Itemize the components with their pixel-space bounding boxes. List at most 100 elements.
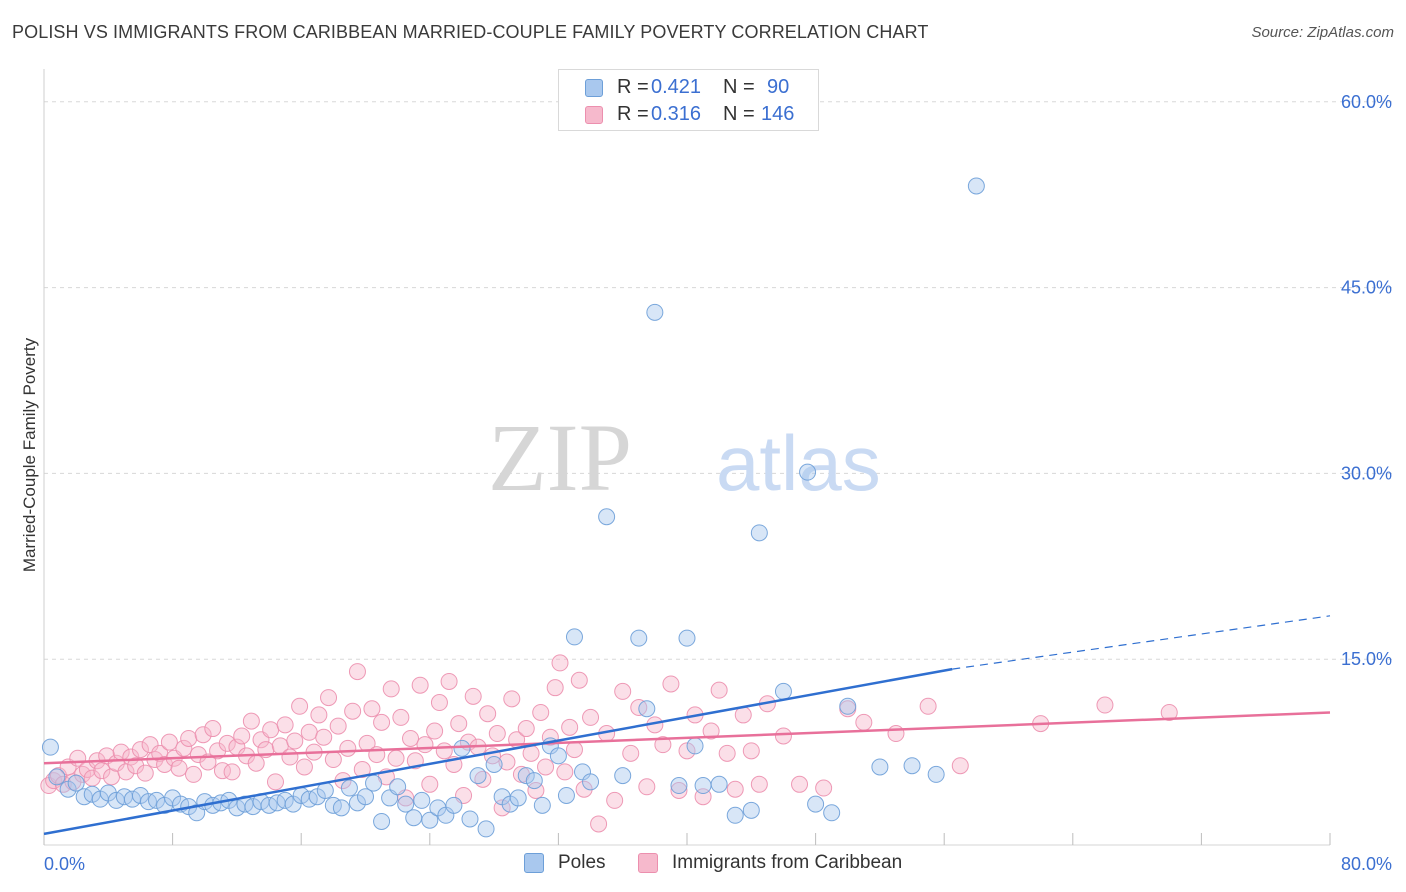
caribbean-point [450,715,468,733]
poles-point [525,772,543,790]
caribbean-point [430,694,448,712]
caribbean-point [387,749,405,767]
caribbean-point [136,764,154,782]
watermark-zip: ZIP [488,404,632,511]
poles-point [453,739,471,757]
caribbean-point [464,687,482,705]
correlation-legend: R = 0.421 N = 90 R = 0.316 N = 146 [558,69,819,131]
caribbean-point [262,721,280,739]
caribbean-point [670,781,688,799]
poles-points [41,177,985,838]
poles-point [686,737,704,755]
caribbean-point [710,681,728,699]
series-legend: Poles Immigrants from Caribbean [0,851,1406,879]
poles-point [549,747,567,765]
poles-point [389,778,407,796]
caribbean-point [426,722,444,740]
caribbean-point [440,672,458,690]
caribbean-point [204,720,222,738]
caribbean-point [855,713,873,731]
caribbean-point [556,763,574,781]
caribbean-point [702,722,720,740]
caribbean-point [170,759,188,777]
poles-point [726,806,744,824]
caribbean-point [373,713,391,731]
trend-lines [43,615,1331,836]
caribbean-point [887,725,905,743]
caribbean-point [218,734,236,752]
poles-point [839,697,857,715]
poles-point [614,767,632,785]
caribbean-point [606,791,624,809]
poles-point [469,767,487,785]
caribbean-point [750,775,768,793]
r-value: 0.316 [651,103,702,125]
caribbean-point [479,705,497,723]
caribbean-point [622,744,640,762]
y-tick-label: 45.0% [1341,278,1392,298]
watermark: ZIP atlas [488,404,881,511]
caribbean-point [339,739,357,757]
r-label: R = [617,103,649,125]
poles-point [477,820,495,838]
caribbean-point [678,742,696,760]
caribbean-point [131,741,149,759]
tick-labels: 15.0% 30.0% 45.0% 60.0% 0.0% 80.0% [44,92,1392,874]
caribbean-point [411,676,429,694]
caribbean-point [300,723,318,741]
poles-point [927,765,945,783]
n-label: N = [723,76,755,98]
caribbean-point [662,675,680,693]
poles-point [903,757,921,775]
n-label: N = [723,103,755,125]
poles-trend-extension [952,615,1331,670]
caribbean-point [184,765,202,783]
poles-point [967,177,985,195]
caribbean-point [791,775,809,793]
poles-point [823,804,841,822]
poles-point [557,786,575,804]
chart-title: POLISH VS IMMIGRANTS FROM CARIBBEAN MARR… [12,22,929,42]
caribbean-point [156,755,174,773]
caribbean-point [919,697,937,715]
caribbean-point [565,741,583,759]
poles-point [67,774,85,792]
watermark-atlas: atlas [716,419,881,507]
caribbean-point [382,680,400,698]
poles-point [807,795,825,813]
poles-point [485,755,503,773]
caribbean-point [286,732,304,750]
n-value: 90 [767,76,790,98]
poles-point [340,779,358,797]
caribbean-point [570,671,588,689]
poles-point [397,795,415,813]
source-label: Source: ZipAtlas.com [1251,24,1394,41]
poles-point [638,700,656,718]
caribbean-point [561,718,579,736]
caribbean-point [517,720,535,738]
caribbean-point [160,733,178,751]
poles-point [357,788,374,806]
poles-point [750,524,768,542]
caribbean-point [242,712,260,730]
poles-point [365,774,383,792]
caribbean-point [324,751,342,769]
caribbean-point [774,727,792,745]
poles-point [445,796,463,814]
y-axis-label: Married-Couple Family Poverty [20,337,39,572]
caribbean-point [295,758,313,776]
caribbean-swatch [585,106,603,124]
poles-trend-line [43,667,953,836]
caribbean-point [353,760,371,778]
caribbean-point [734,706,752,724]
poles-point [332,799,350,817]
caribbean-point [435,742,453,760]
caribbean-point [582,708,600,726]
caribbean-point [74,765,92,783]
caribbean-point [1160,703,1178,721]
caribbean-point [310,706,328,724]
caribbean-point [421,775,439,793]
caribbean-point [247,754,265,772]
poles-point [678,629,696,647]
poles-point [461,810,479,828]
